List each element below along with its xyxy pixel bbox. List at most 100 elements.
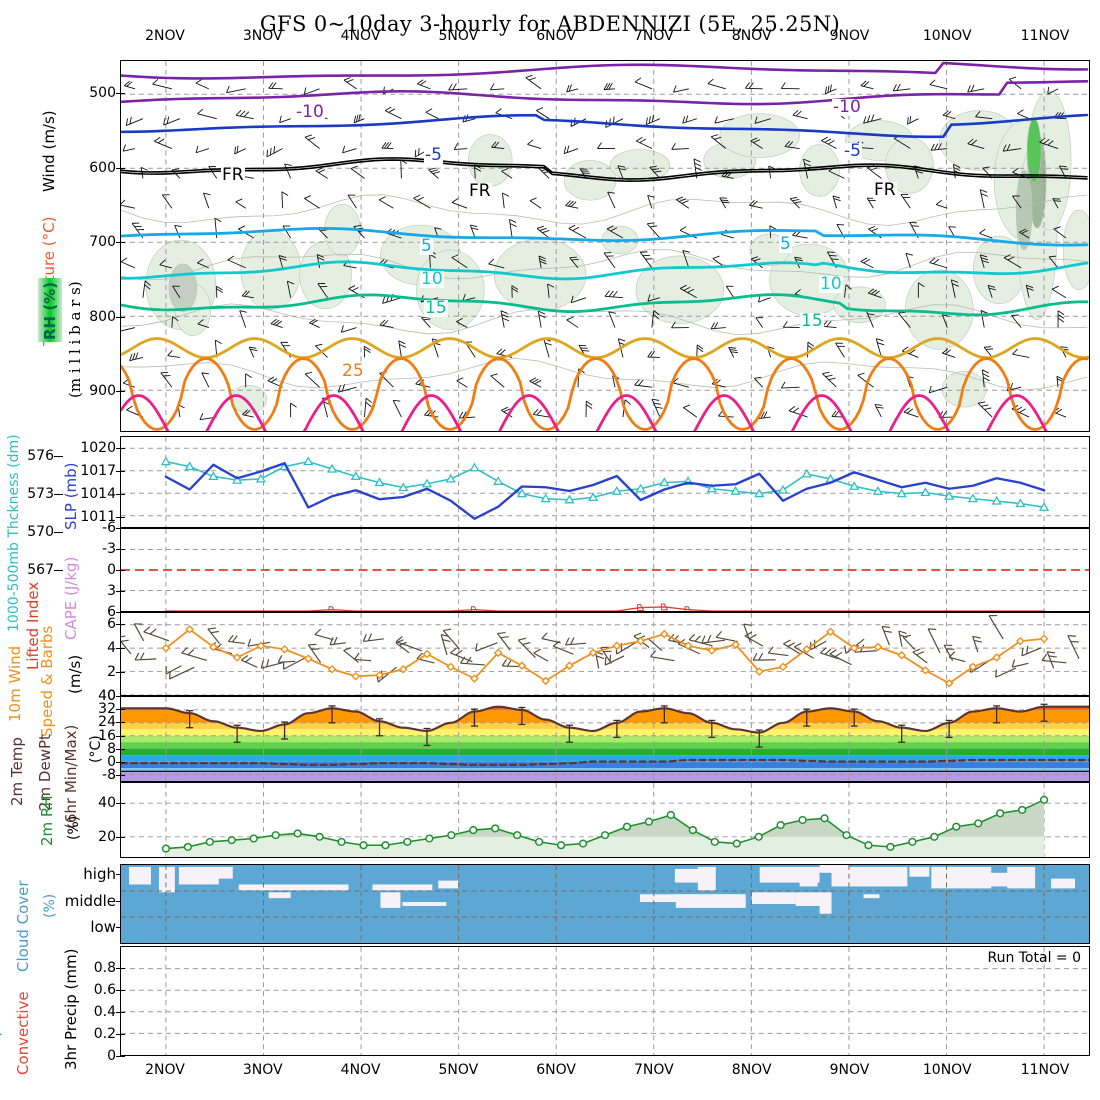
axis-tick-label: 24 [98,714,116,731]
axis-tick-label: -3 [102,541,116,557]
date-tick: 4NOV [340,1062,381,1078]
cloud-row-label: low [90,918,116,937]
panel-upper-air[interactable] [120,60,1090,432]
date-tick: 3NOV [242,1062,283,1078]
axis-tick-label: 0.2 [93,1026,116,1042]
date-tick: 6NOV [536,28,576,44]
contour-label: 25 [341,361,365,381]
axis-tick-label: 0 [107,562,116,578]
axis-tick [54,569,63,571]
axis-tick-label: 6 [107,616,116,632]
contour-label: 10 [420,269,444,289]
panel-10m-wind[interactable] [120,612,1090,696]
axis-tick [116,93,125,95]
contour-label: FR [468,181,492,201]
axis-tick-label: 0.4 [93,1004,116,1020]
axis-tick [116,696,125,697]
axis-tick [116,447,125,449]
axis-tick-label: 40 [98,794,116,811]
axis-tick [116,242,125,244]
slp-thickness-plot [121,437,1089,527]
axis-tick [116,837,125,839]
date-tick: 11NOV [1020,1062,1070,1078]
contour-label: -10 [295,102,325,122]
rh-plot [121,783,1089,857]
date-tick: 7NOV [634,1062,674,1078]
axis-tick [116,709,125,711]
axis-tick-label: 0.8 [93,960,116,976]
contour-label: -10 [832,97,862,117]
date-tick: 9NOV [829,28,870,44]
axis-tick [116,648,125,649]
axis-tick [116,775,125,777]
axis-tick [116,624,125,625]
panel-3hr-precip[interactable]: Run Total = 0 [120,946,1090,1056]
axis-tick [116,391,125,393]
temperature-plot [121,697,1089,781]
axis-tick [116,990,125,991]
panel-slp-thickness[interactable] [120,436,1090,528]
axis-tick [116,672,125,673]
axis-tick-label: 570 [27,523,54,540]
label-temp2m: 2m Temp [8,737,26,806]
label-rh-pct: RH (%) [38,278,62,342]
axis-tick [116,1056,125,1057]
axis-tick-label: 0 [107,1048,116,1064]
axis-tick [116,570,125,571]
axis-tick [116,968,125,969]
cloud-cover-plot [121,865,1089,943]
axis-tick-label: 576 [27,448,54,465]
label-cloud-units: (%) [42,893,58,918]
axis-tick-label: 1011 [80,508,116,525]
axis-tick-label: 16 [98,727,116,744]
axis-tick [54,493,63,495]
axis-tick [116,802,125,804]
axis-tick [116,1034,125,1035]
axis-tick-label: 0 [107,754,116,771]
panel-cloud-cover[interactable] [120,864,1090,944]
bottom-date-axis: 2NOV 3NOV 4NOV 5NOV 6NOV 7NOV 8NOV 9NOV 10NOV 11N… [120,1062,1090,1080]
date-tick: 11NOV [1020,28,1070,44]
axis-tick-label: 6 [107,604,116,620]
axis-tick [116,493,125,495]
panel-2m-rh[interactable] [120,782,1090,858]
contour-label: 15 [800,311,824,331]
axis-tick [116,316,125,318]
contour-label: FR [873,180,897,200]
date-tick: 8NOV [731,28,772,44]
date-tick: 7NOV [634,28,674,44]
run-total-annotation: Run Total = 0 [987,950,1081,966]
page-title: GFS 0~10day 3-hourly for ABDENNIZI (5E, … [259,12,841,36]
axis-tick [116,516,125,518]
date-tick: 10NOV [922,28,972,44]
axis-tick-label: 900 [89,383,116,400]
top-date-axis: 2NOV 3NOV 4NOV 5NOV 6NOV 7NOV 8NOV 9NOV 10NOV 11N… [120,28,1090,46]
axis-tick-label: 1017 [80,462,116,479]
date-tick: 2NOV [145,28,185,44]
contour-label: -5 [424,145,443,165]
axis-tick [116,748,125,750]
label-rh2m: 2m RH [38,795,56,846]
label-millibars: (m i l l i b a r s) [66,281,84,398]
date-tick: 10NOV [922,1062,972,1078]
axis-tick-label: 573 [27,485,54,502]
axis-tick [116,591,125,592]
panel-2m-temperature[interactable] [120,696,1090,782]
date-tick: 9NOV [829,1062,870,1078]
axis-tick-label: 500 [89,85,116,102]
wind-speed-plot [121,613,1089,695]
contour-label: 5 [779,234,792,254]
contour-label: 10 [819,274,843,294]
contour-label: 5 [420,236,433,256]
axis-tick-label: 567 [27,561,54,578]
label-total-rain: Total / Rain [0,992,4,1075]
date-tick: 5NOV [438,28,479,44]
axis-tick-label: 1014 [80,485,116,502]
axis-tick [116,722,125,724]
date-tick: 4NOV [340,28,381,44]
date-tick: 8NOV [731,1062,772,1078]
label-convective: Convective [14,991,32,1075]
axis-tick-label: 8 [107,740,116,757]
axis-tick-label: -8 [102,767,116,784]
panel-lifted-index-cape[interactable] [120,528,1090,612]
